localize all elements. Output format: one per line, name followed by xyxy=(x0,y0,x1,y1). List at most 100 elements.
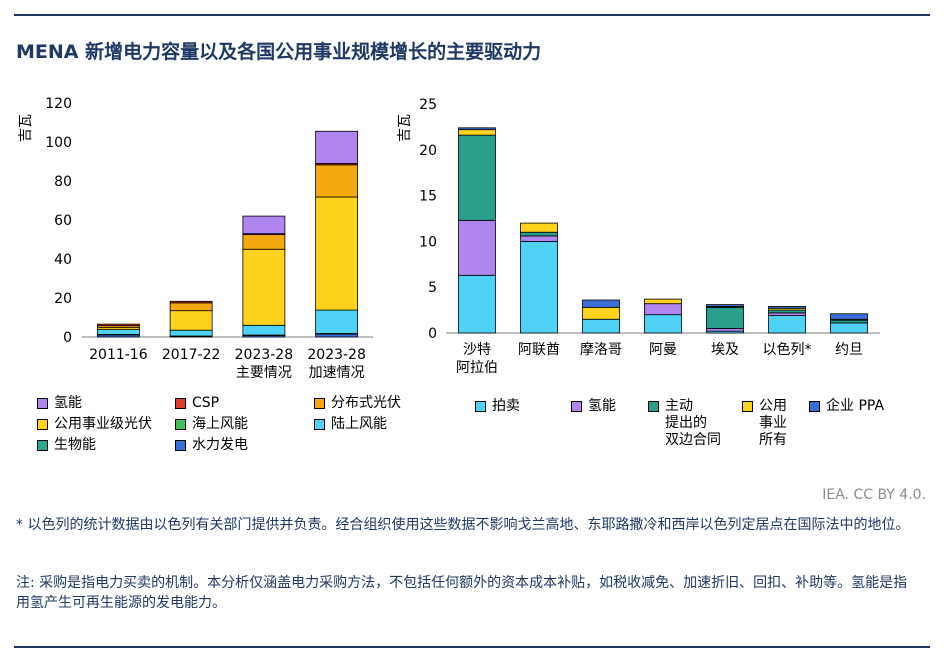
bar-segment-氢能 xyxy=(520,235,558,242)
legend-label: 分布式光伏 xyxy=(331,395,401,411)
legend-swatch xyxy=(571,401,582,412)
bar-segment-陆上风能 xyxy=(169,329,213,337)
bar-segment-拍卖 xyxy=(830,322,868,334)
y-tick-label: 40 xyxy=(54,252,72,268)
bar-segment-拍卖 xyxy=(458,274,496,334)
x-tick-label: 2017-22 xyxy=(162,347,221,363)
bar-segment-拍卖 xyxy=(768,315,806,334)
x-tick-label: 阿曼 xyxy=(649,342,677,358)
footnote-israel: * 以色列的统计数据由以色列有关部门提供并负责。经合组织使用这些数据不影响戈兰高… xyxy=(16,517,910,533)
x-tick-label: 阿联酋 xyxy=(518,341,560,358)
legend-item-公用事业级光伏: 公用事业级光伏 xyxy=(37,416,152,433)
note-procurement: 注: 采购是指电力买卖的机制。本分析仅涵盖电力采购方法，不包括任何额外的资本成本… xyxy=(16,575,908,611)
legend-swatch xyxy=(742,401,753,412)
legend-item-水力发电: 水力发电 xyxy=(175,437,248,454)
legend-swatch xyxy=(175,398,186,409)
bar-segment-企业-PPA xyxy=(706,304,744,307)
bar-segment-分布式光伏 xyxy=(169,302,213,312)
legend-swatch xyxy=(314,398,325,409)
bar-segment-拍卖 xyxy=(644,314,682,334)
x-tick-label: 加速情况 xyxy=(309,365,365,381)
bar-segment-公用事业级光伏 xyxy=(315,196,359,311)
legend-swatch xyxy=(314,419,325,430)
legend-label: 氢能 xyxy=(588,398,616,414)
x-tick-label: 2023-28 xyxy=(307,347,366,363)
legend-swatch xyxy=(175,440,186,451)
legend-label: CSP xyxy=(192,395,220,411)
legend-item-公用-事业-所有: 公用 事业 所有 xyxy=(742,398,787,449)
legend-item-分布式光伏: 分布式光伏 xyxy=(314,395,401,412)
legend-item-企业-PPA: 企业 PPA xyxy=(809,398,884,415)
x-tick-label: 摩洛哥 xyxy=(580,341,622,358)
x-tick-label: 以色列* xyxy=(763,341,812,358)
bar-segment-氢能 xyxy=(315,130,359,164)
legend-label: 水力发电 xyxy=(192,437,248,453)
bar-segment-陆上风能 xyxy=(315,309,359,334)
bar-segment-氢能 xyxy=(242,215,286,235)
y-axis-label: 吉瓦 xyxy=(18,114,34,142)
legend-swatch xyxy=(648,401,659,412)
bar-segment-CSP xyxy=(96,323,140,327)
bar-segment-陆上风能 xyxy=(96,329,140,335)
legend-swatch xyxy=(37,398,48,409)
bar-segment-氢能 xyxy=(768,312,806,316)
bar-segment-企业-PPA xyxy=(830,313,868,320)
bar-segment-公用-事业-所有 xyxy=(520,222,558,233)
y-tick-label: 10 xyxy=(419,234,437,250)
bar-segment-主动-提出的-双边合同 xyxy=(768,309,806,314)
y-tick-label: 100 xyxy=(45,135,72,151)
legend-item-陆上风能: 陆上风能 xyxy=(314,416,387,433)
bar-segment-公用-事业-所有 xyxy=(644,298,682,305)
bar-segment-公用-事业-所有 xyxy=(458,129,496,136)
bar-segment-主动-提出的-双边合同 xyxy=(458,134,496,221)
bar-segment-水力发电 xyxy=(315,333,359,338)
top-rule xyxy=(14,14,930,16)
bar-segment-主动-提出的-双边合同 xyxy=(830,319,868,324)
x-tick-label: 主要情况 xyxy=(236,365,292,381)
bar-segment-企业-PPA xyxy=(458,127,496,131)
legend-label: 拍卖 xyxy=(492,398,520,414)
x-tick-label: 2023-28 xyxy=(235,347,294,363)
bar-segment-分布式光伏 xyxy=(242,234,286,250)
bar-segment-拍卖 xyxy=(582,318,620,334)
legend-label: 主动 提出的 双边合同 xyxy=(665,398,721,448)
bar-segment-企业-PPA xyxy=(582,299,620,308)
x-tick-label: 2011-16 xyxy=(89,347,148,363)
y-tick-label: 20 xyxy=(419,143,437,159)
legend-item-拍卖: 拍卖 xyxy=(475,398,520,415)
legend-label: 氢能 xyxy=(54,395,82,411)
bar-segment-公用事业级光伏 xyxy=(242,248,286,326)
source-credit: IEA. CC BY 4.0. xyxy=(822,487,926,503)
legend-swatch xyxy=(37,440,48,451)
legend-swatch xyxy=(175,419,186,430)
legend-label: 公用事业级光伏 xyxy=(54,416,152,432)
x-tick-label: 阿拉伯 xyxy=(456,360,498,376)
bar-segment-分布式光伏 xyxy=(315,164,359,198)
bar-segment-公用事业级光伏 xyxy=(169,310,213,331)
bar-segment-氢能 xyxy=(706,328,744,332)
legend-item-氢能: 氢能 xyxy=(37,395,82,412)
x-tick-label: 沙特 xyxy=(463,342,491,358)
legend-item-CSP: CSP xyxy=(175,395,219,412)
bar-segment-公用-事业-所有 xyxy=(582,306,620,320)
legend-swatch xyxy=(475,401,486,412)
y-tick-label: 0 xyxy=(63,330,72,346)
legend-label: 公用 事业 所有 xyxy=(759,398,787,448)
legend-item-海上风能: 海上风能 xyxy=(175,416,248,433)
chart-title: MENA 新增电力容量以及各国公用事业规模增长的主要驱动力 xyxy=(16,41,542,63)
y-tick-label: 25 xyxy=(419,97,437,113)
bar-segment-拍卖 xyxy=(520,240,558,334)
y-tick-label: 0 xyxy=(428,326,437,342)
bar-segment-企业-PPA xyxy=(768,306,806,309)
legend-label: 海上风能 xyxy=(192,416,248,432)
bar-segment-陆上风能 xyxy=(242,324,286,336)
y-tick-label: 5 xyxy=(428,280,437,296)
bar-segment-主动-提出的-双边合同 xyxy=(520,231,558,237)
legend-label: 生物能 xyxy=(54,437,96,453)
bar-segment-氢能 xyxy=(458,219,496,276)
y-tick-label: 120 xyxy=(45,96,72,112)
y-tick-label: 80 xyxy=(54,174,72,190)
legend-item-氢能: 氢能 xyxy=(571,398,616,415)
bar-segment-氢能 xyxy=(644,303,682,316)
